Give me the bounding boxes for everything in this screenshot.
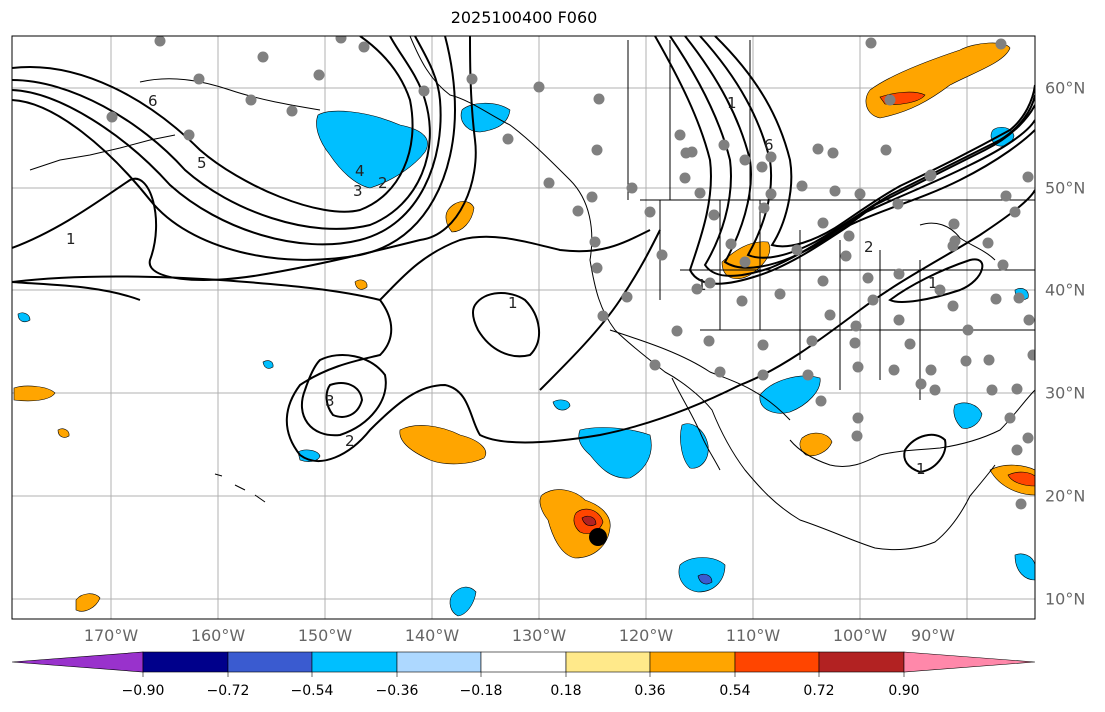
graticule <box>12 36 1035 619</box>
colorbar-low-extend <box>11 651 144 673</box>
colorbar <box>11 651 1036 677</box>
contour-label: 1 <box>916 460 926 478</box>
contour-label: 2 <box>345 432 355 450</box>
colorbar-segment <box>649 651 736 673</box>
lon-label: 110°W <box>725 626 781 645</box>
contour-label: 1 <box>508 294 518 312</box>
alaska-coast <box>139 78 321 111</box>
hawaii <box>214 473 266 503</box>
contour-label: 1 <box>727 94 737 112</box>
lon-label: 100°W <box>832 626 888 645</box>
lon-label: 90°W <box>910 626 956 645</box>
negative-anomaly-small-5 <box>297 449 321 462</box>
negative-anomaly-baja <box>578 427 652 479</box>
positive-anomaly-small-2 <box>57 428 70 438</box>
negative-anomaly-pacific-core <box>697 573 713 585</box>
lon-label: 120°W <box>618 626 674 645</box>
station-dots <box>106 36 1035 510</box>
lon-label: 150°W <box>297 626 353 645</box>
us-mexico-border <box>609 329 791 421</box>
colorbar-segment <box>227 651 313 673</box>
colorbar-segment <box>311 651 398 673</box>
colorbar-tick-label: 0.72 <box>803 683 835 699</box>
contour-label: 3 <box>353 182 363 200</box>
lon-label: 170°W <box>83 626 139 645</box>
colorbar-segment <box>734 651 820 673</box>
map-title: 2025100400 F060 <box>450 8 598 27</box>
colorbar-tick-label: 0.90 <box>888 683 920 699</box>
positive-anomaly-tropical-dot <box>581 515 597 527</box>
gulf-coast <box>789 389 1035 468</box>
contour-label: 3 <box>325 392 335 410</box>
colorbar-segment <box>565 651 651 673</box>
negative-anomaly-small-4 <box>1014 553 1035 581</box>
baja <box>671 377 721 471</box>
negative-anomaly-bc <box>460 102 511 133</box>
positive-anomaly-small <box>354 279 368 290</box>
lon-label: 130°W <box>511 626 567 645</box>
map-frame <box>11 35 1036 620</box>
lat-label: 40°N <box>1045 280 1086 300</box>
lat-label: 30°N <box>1045 383 1086 403</box>
contour-label: 1 <box>66 230 76 248</box>
negative-anomaly-texas <box>759 375 821 414</box>
contour-label: 6 <box>148 92 158 110</box>
contour-label: 1 <box>928 274 938 292</box>
colorbar-segment <box>396 651 482 673</box>
colorbar-high-extend <box>903 651 1036 673</box>
positive-anomaly-pacific-1 <box>399 425 486 465</box>
colorbar-tick-label: −0.90 <box>121 683 165 699</box>
lat-label: 60°N <box>1045 78 1086 98</box>
negative-anomaly-small-2 <box>953 402 983 429</box>
colorbar-tick-label: 0.18 <box>550 683 582 699</box>
colorbar-tick-label: 0.36 <box>634 683 666 699</box>
lon-label: 160°W <box>190 626 246 645</box>
contour-label: 6 <box>764 136 774 154</box>
negative-anomaly-mexico <box>680 423 709 469</box>
colorbar-segment <box>142 651 229 673</box>
positive-anomaly-pacific-2 <box>445 201 475 233</box>
contour-label: 4 <box>355 162 365 180</box>
negative-anomaly-small-1 <box>449 586 477 617</box>
colorbar-tick-label: −0.72 <box>206 683 250 699</box>
colorbar-segment <box>480 651 567 673</box>
colorbar-tick-label: −0.54 <box>290 683 334 699</box>
negative-anomaly-mid-small <box>262 360 274 369</box>
negative-anomaly-small-6 <box>552 399 571 411</box>
storm-center-marker <box>589 528 607 546</box>
positive-anomaly-gulf-core <box>1007 471 1035 487</box>
great-lakes <box>919 222 996 261</box>
lat-label: 50°N <box>1045 178 1086 198</box>
north-america-coast <box>409 36 996 551</box>
colorbar-tick-label: 0.54 <box>719 683 751 699</box>
lat-label: 10°N <box>1045 589 1086 609</box>
lat-label: 20°N <box>1045 486 1086 506</box>
negative-anomaly-alaska <box>316 110 428 189</box>
colorbar-tick-label: −0.36 <box>375 683 419 699</box>
positive-anomaly-mexico-coast <box>799 432 833 457</box>
negative-anomaly-west-small <box>17 312 31 323</box>
contour-labels: 6 5 1 4 3 2 1 3 2 1 2 1 6 1 1 <box>66 92 938 478</box>
positive-anomaly-ne-canada <box>865 42 1011 119</box>
contour-label: 2 <box>378 174 388 192</box>
positive-anomaly-west-1 <box>13 385 56 402</box>
contour-label: 5 <box>197 154 207 172</box>
colorbar-tick-label: −0.18 <box>459 683 503 699</box>
contours <box>12 36 1035 474</box>
contour-label: 2 <box>864 238 874 256</box>
colorbar-segment <box>818 651 905 673</box>
contour-label: 1 <box>697 276 707 294</box>
anomaly-fills <box>13 42 1035 617</box>
lon-label: 140°W <box>404 626 460 645</box>
positive-anomaly-west-2 <box>75 593 101 612</box>
